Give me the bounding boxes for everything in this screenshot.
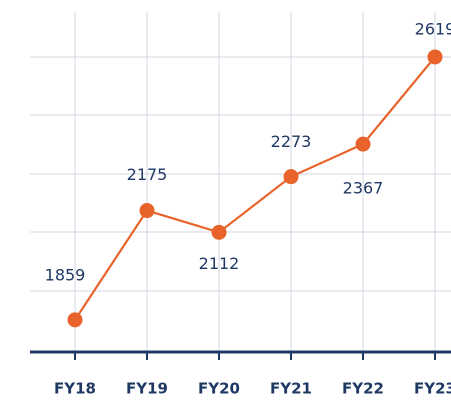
x-tick-label: FY19 — [126, 380, 168, 398]
line — [74, 56, 436, 321]
x-tick-label: FY22 — [342, 380, 384, 398]
data-label: 2175 — [127, 165, 168, 184]
vertical-grid — [74, 12, 436, 360]
x-tick-label: FY21 — [270, 380, 312, 398]
x-tick-label: FY18 — [54, 380, 96, 398]
point — [283, 169, 299, 185]
data-label: 2619 — [415, 19, 451, 38]
plot: 1859 2175 2112 2273 2367 2619 — [45, 19, 451, 328]
point — [139, 203, 155, 219]
data-label: 2112 — [199, 254, 240, 273]
x-tick-label: FY20 — [198, 380, 240, 398]
x-tick-label: FY23 — [414, 380, 451, 398]
point — [67, 312, 83, 328]
horizontal-grid — [30, 56, 451, 292]
data-label: 2367 — [343, 179, 384, 198]
point — [355, 136, 371, 152]
point — [427, 49, 443, 65]
point — [211, 224, 227, 240]
data-label: 2273 — [271, 132, 312, 151]
data-label: 1859 — [45, 265, 86, 284]
